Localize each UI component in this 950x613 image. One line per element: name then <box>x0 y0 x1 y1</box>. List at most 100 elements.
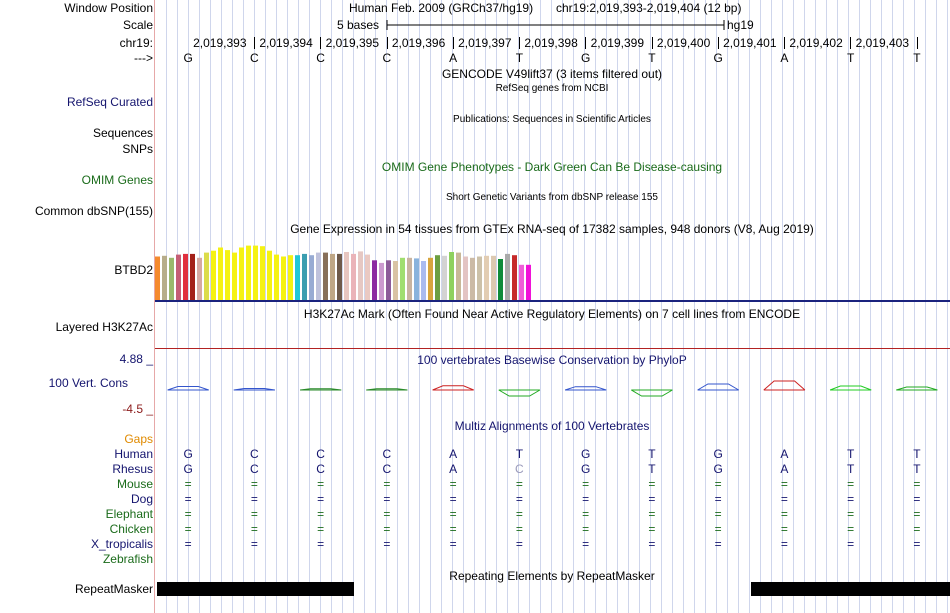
gtex-tissue-bar[interactable] <box>176 254 181 300</box>
omim-track-title[interactable]: OMIM Gene Phenotypes - Dark Green Can Be… <box>381 160 723 174</box>
refseq-track-label[interactable]: RefSeq Curated <box>66 95 153 109</box>
gtex-tissue-bar[interactable] <box>414 258 419 300</box>
gtex-tissue-bar[interactable] <box>372 260 377 300</box>
repeatmasker-track-label[interactable]: RepeatMasker <box>74 582 153 596</box>
gtex-tissue-bar[interactable] <box>169 257 174 300</box>
publications-track-title[interactable]: Publications: Sequences in Scientific Ar… <box>453 114 651 125</box>
gtex-tissue-bar[interactable] <box>323 252 328 300</box>
gtex-tissue-bar[interactable] <box>421 261 426 300</box>
gtex-tissue-bar[interactable] <box>239 247 244 301</box>
phylop-score-mark[interactable] <box>829 385 872 391</box>
h3k27ac-track-label[interactable]: Layered H3K27Ac <box>55 320 153 334</box>
phylop-track-title[interactable]: 100 vertebrates Basewise Conservation by… <box>417 353 687 367</box>
gtex-tissue-bar[interactable] <box>449 252 454 300</box>
gtex-tissue-bar[interactable] <box>407 257 412 300</box>
species-label[interactable]: X_tropicalis <box>90 537 153 551</box>
gtex-tissue-bar[interactable] <box>358 251 363 300</box>
gtex-tissue-bar[interactable] <box>386 260 391 300</box>
species-label[interactable]: Zebrafish <box>102 552 153 566</box>
phylop-score-mark[interactable] <box>697 383 739 391</box>
gtex-tissue-bar[interactable] <box>274 254 279 300</box>
gtex-tissue-bar[interactable] <box>526 264 531 300</box>
gtex-tissue-bar[interactable] <box>288 255 293 300</box>
gtex-tissue-bar[interactable] <box>162 255 167 300</box>
omim-track-label[interactable]: OMIM Genes <box>81 173 153 187</box>
gtex-tissue-bar[interactable] <box>309 255 314 300</box>
gtex-tissue-bar[interactable] <box>456 252 461 300</box>
refseq-track-title[interactable]: RefSeq genes from NCBI <box>495 83 609 94</box>
gtex-tissue-bar[interactable] <box>337 253 342 300</box>
strand-label[interactable]: ---> <box>134 51 153 65</box>
gtex-tissue-bar[interactable] <box>484 255 489 300</box>
dbsnp-track-label[interactable]: Common dbSNP(155) <box>34 204 153 218</box>
repeatmasker-track-title[interactable]: Repeating Elements by RepeatMasker <box>449 569 655 583</box>
species-label[interactable]: Dog <box>130 492 153 506</box>
phylop-score-mark[interactable] <box>233 388 275 391</box>
gtex-tissue-bar[interactable] <box>302 253 307 300</box>
gtex-tissue-bar[interactable] <box>442 255 447 300</box>
gtex-tissue-bar[interactable] <box>463 256 468 301</box>
phylop-wiggle[interactable] <box>155 372 950 408</box>
gtex-tissue-bar[interactable] <box>281 256 286 301</box>
gtex-tissue-bar[interactable] <box>477 256 482 301</box>
cons-track-label[interactable]: 100 Vert. Cons <box>48 376 128 390</box>
gtex-tissue-bar[interactable] <box>190 253 195 300</box>
phylop-score-mark[interactable] <box>763 380 806 391</box>
h3k27ac-track-title[interactable]: H3K27Ac Mark (Often Found Near Active Re… <box>303 307 801 321</box>
phylop-score-mark[interactable] <box>432 385 474 391</box>
species-label[interactable]: Rhesus <box>112 462 153 476</box>
gene-label[interactable]: BTBD2 <box>114 263 153 277</box>
species-label[interactable]: Chicken <box>109 522 153 536</box>
gtex-tissue-bar[interactable] <box>351 253 356 300</box>
phylop-score-mark[interactable] <box>366 388 408 391</box>
sequences-track-label[interactable]: Sequences <box>92 126 153 140</box>
gtex-tissue-bar[interactable] <box>344 252 349 300</box>
gtex-tissue-bar[interactable] <box>218 247 223 301</box>
gtex-tissue-bar[interactable] <box>211 250 216 300</box>
guideline <box>672 0 673 613</box>
gtex-tissue-bar[interactable] <box>519 264 524 300</box>
phylop-score-mark[interactable] <box>300 388 342 391</box>
gtex-tissue-bar[interactable] <box>505 253 510 300</box>
species-label[interactable]: Elephant <box>105 507 153 521</box>
phylop-score-mark[interactable] <box>896 386 938 391</box>
phylop-score-mark[interactable] <box>167 386 209 391</box>
gtex-tissue-bar[interactable] <box>197 257 202 300</box>
gtex-tissue-bar[interactable] <box>512 255 517 300</box>
gtex-tissue-bar[interactable] <box>365 254 370 300</box>
dbsnp-track-title[interactable]: Short Genetic Variants from dbSNP releas… <box>446 192 658 203</box>
gtex-tissue-bar[interactable] <box>379 262 384 300</box>
gtex-tissue-bar[interactable] <box>183 253 188 300</box>
multiz-track-title[interactable]: Multiz Alignments of 100 Vertebrates <box>454 419 650 433</box>
gtex-tissue-bar[interactable] <box>232 252 237 300</box>
snps-track-label[interactable]: SNPs <box>122 142 153 156</box>
repeat-element-right[interactable] <box>751 582 950 596</box>
gtex-tissue-bar[interactable] <box>155 256 160 301</box>
phylop-score-mark[interactable] <box>631 389 673 397</box>
gtex-tissue-bar[interactable] <box>400 257 405 300</box>
gtex-tissue-bar[interactable] <box>498 259 503 300</box>
gtex-bar-chart[interactable] <box>155 236 535 300</box>
species-label[interactable]: Human <box>114 447 153 461</box>
gtex-tissue-bar[interactable] <box>253 245 258 300</box>
gtex-tissue-bar[interactable] <box>246 245 251 300</box>
gtex-tissue-bar[interactable] <box>204 252 209 300</box>
gtex-tissue-bar[interactable] <box>260 246 265 300</box>
repeat-element-left[interactable] <box>157 582 354 596</box>
gtex-tissue-bar[interactable] <box>393 261 398 300</box>
gtex-tissue-bar[interactable] <box>330 253 335 300</box>
gtex-tissue-bar[interactable] <box>295 255 300 300</box>
gencode-track-title[interactable]: GENCODE V49lift37 (3 items filtered out) <box>441 67 663 81</box>
gtex-tissue-bar[interactable] <box>225 250 230 300</box>
gtex-tissue-bar[interactable] <box>428 257 433 300</box>
species-label[interactable]: Mouse <box>116 477 153 491</box>
gtex-tissue-bar[interactable] <box>316 252 321 300</box>
gtex-track-title[interactable]: Gene Expression in 54 tissues from GTEx … <box>290 222 814 236</box>
phylop-score-mark[interactable] <box>564 386 607 391</box>
gtex-tissue-bar[interactable] <box>491 255 496 300</box>
phylop-score-mark[interactable] <box>498 389 541 397</box>
gtex-tissue-bar[interactable] <box>470 257 475 300</box>
gtex-tissue-bar[interactable] <box>267 250 272 300</box>
gtex-tissue-bar[interactable] <box>435 255 440 300</box>
